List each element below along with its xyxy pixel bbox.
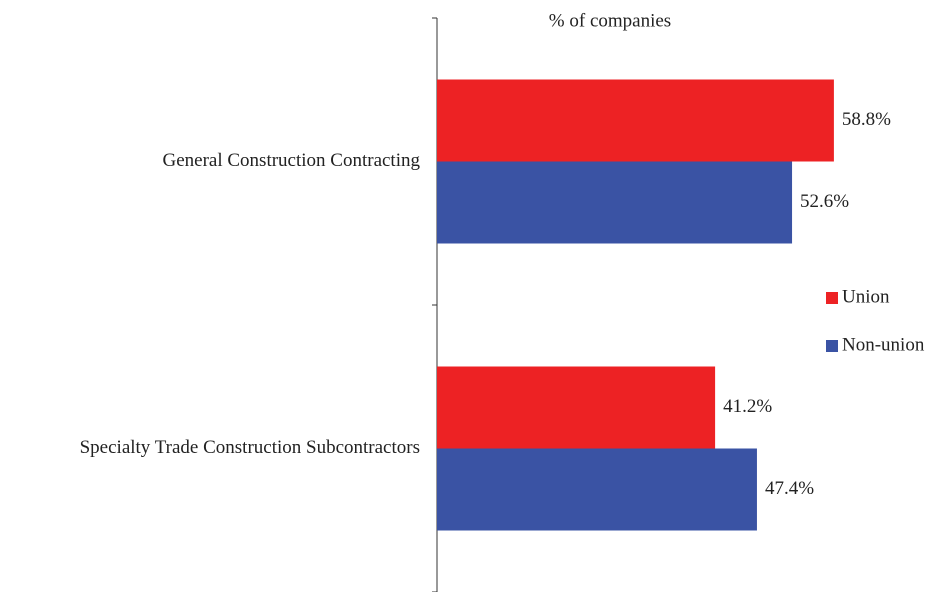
bar xyxy=(437,79,834,162)
data-label: 47.4% xyxy=(765,478,814,499)
bar xyxy=(437,161,793,244)
data-label: 52.6% xyxy=(800,191,849,212)
legend-swatch xyxy=(826,292,838,304)
legend-swatch xyxy=(826,340,838,352)
legend-label: Union xyxy=(842,286,890,307)
bar xyxy=(437,448,757,531)
y-tick-label: General Construction Contracting xyxy=(163,150,421,171)
bar xyxy=(437,366,716,449)
data-label: 58.8% xyxy=(842,109,891,130)
legend-label: Non-union xyxy=(842,334,925,355)
chart-title: % of companies xyxy=(549,10,671,31)
y-tick-label: Specialty Trade Construction Subcontract… xyxy=(80,437,420,458)
data-label: 41.2% xyxy=(723,396,772,417)
